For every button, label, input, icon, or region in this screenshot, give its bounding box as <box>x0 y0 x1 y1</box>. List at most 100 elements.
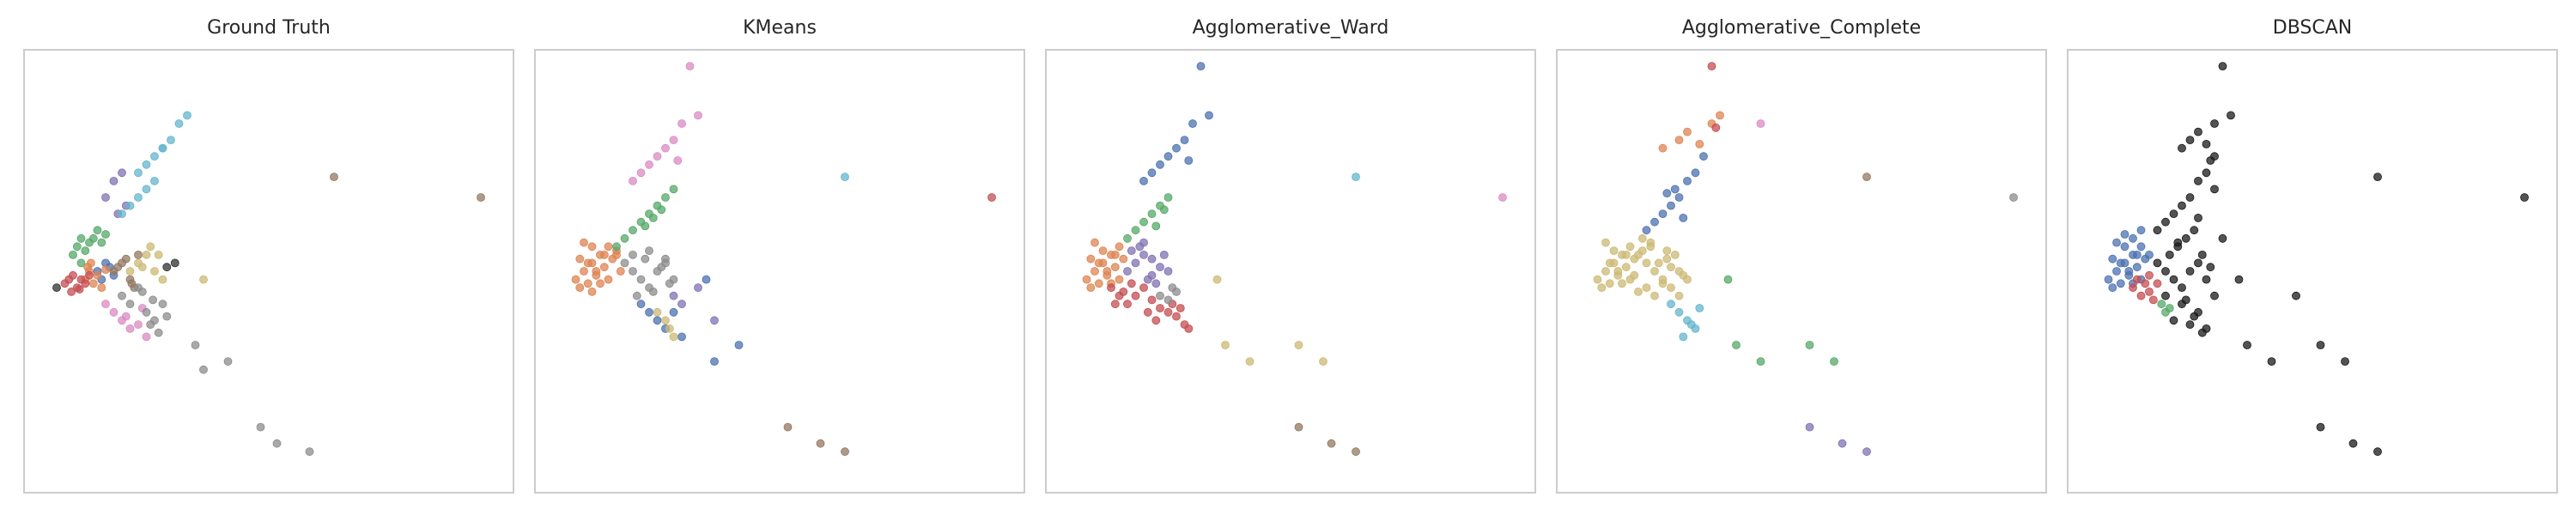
data-point <box>1163 152 1173 161</box>
data-point <box>612 242 621 251</box>
data-point <box>636 168 646 178</box>
data-point <box>677 119 686 128</box>
data-point <box>1650 217 1659 227</box>
plot-frame <box>534 49 1025 494</box>
data-point <box>1805 422 1814 432</box>
data-point <box>1151 316 1161 325</box>
data-point <box>2124 267 2134 276</box>
data-point <box>2161 267 2170 276</box>
data-point <box>629 176 637 185</box>
data-point <box>1172 143 1181 153</box>
data-point <box>1658 209 1668 219</box>
data-point <box>125 267 135 276</box>
data-point <box>1621 250 1631 259</box>
data-point <box>816 439 825 448</box>
data-point <box>1613 267 1623 276</box>
data-point <box>2169 316 2178 325</box>
data-point <box>2194 176 2202 185</box>
data-point <box>592 267 601 276</box>
data-point <box>52 283 61 293</box>
data-point <box>657 263 666 272</box>
data-point <box>669 136 678 145</box>
data-point <box>167 136 175 145</box>
data-point <box>1327 439 1336 448</box>
data-point <box>665 324 674 333</box>
data-point <box>645 307 653 317</box>
data-point <box>142 160 151 169</box>
data-point <box>641 254 650 264</box>
data-point <box>2316 341 2325 349</box>
data-point <box>1667 201 1675 210</box>
data-point <box>1625 242 1635 251</box>
data-point <box>88 233 98 243</box>
data-point <box>1674 136 1684 145</box>
data-point <box>2373 447 2382 457</box>
data-point <box>2185 136 2195 145</box>
data-point <box>1110 250 1120 259</box>
data-point <box>1172 287 1181 296</box>
data-point <box>2009 193 2018 202</box>
data-point <box>2210 119 2219 128</box>
data-point <box>1679 332 1688 342</box>
data-point <box>1143 307 1152 317</box>
data-point <box>1683 127 1692 136</box>
data-point <box>1658 279 1668 288</box>
data-point <box>477 193 485 202</box>
data-point <box>2169 209 2178 219</box>
data-point <box>2120 242 2129 251</box>
data-point <box>2218 62 2227 70</box>
data-point <box>1086 254 1096 264</box>
data-point <box>1658 143 1668 153</box>
data-point <box>1163 193 1173 202</box>
data-point <box>150 176 159 185</box>
data-point <box>1662 254 1672 264</box>
data-point <box>2161 217 2170 227</box>
data-point <box>783 422 793 432</box>
data-point <box>1180 136 1189 145</box>
data-point <box>2178 283 2186 293</box>
data-point <box>1294 422 1303 432</box>
data-point <box>1683 176 1692 185</box>
data-point <box>669 291 678 300</box>
data-point <box>1139 250 1148 259</box>
data-point <box>101 230 110 239</box>
data-point <box>1119 287 1128 296</box>
data-point <box>1723 275 1733 284</box>
data-point <box>1082 275 1091 284</box>
data-point <box>1156 304 1164 312</box>
data-point <box>2194 127 2202 136</box>
data-point <box>1695 139 1704 148</box>
data-point <box>2136 291 2146 300</box>
data-point <box>2153 226 2162 235</box>
scatter-panel-1 <box>534 49 1025 494</box>
data-point <box>1670 250 1680 259</box>
data-point <box>604 242 613 251</box>
data-point <box>2165 250 2174 259</box>
data-point <box>2132 263 2142 272</box>
data-point <box>75 285 84 294</box>
data-point <box>2185 267 2195 276</box>
data-point <box>1147 209 1157 219</box>
data-point <box>88 279 98 288</box>
data-point <box>125 201 135 210</box>
data-point <box>1593 275 1602 284</box>
data-point <box>587 242 597 251</box>
data-point <box>1667 283 1675 293</box>
data-point <box>1679 213 1688 222</box>
data-point <box>1110 300 1120 309</box>
data-point <box>1642 226 1651 235</box>
data-point <box>583 258 592 268</box>
data-point <box>2185 193 2195 202</box>
data-point <box>571 275 580 284</box>
data-point <box>1127 246 1136 256</box>
data-point <box>137 287 147 296</box>
data-point <box>134 320 143 330</box>
data-point <box>2141 254 2150 264</box>
data-point <box>1667 263 1675 272</box>
data-point <box>636 300 646 309</box>
data-point <box>2218 233 2227 243</box>
data-point <box>1094 258 1103 268</box>
data-point <box>2112 267 2121 276</box>
data-point <box>1103 267 1112 276</box>
data-point <box>2145 287 2154 296</box>
